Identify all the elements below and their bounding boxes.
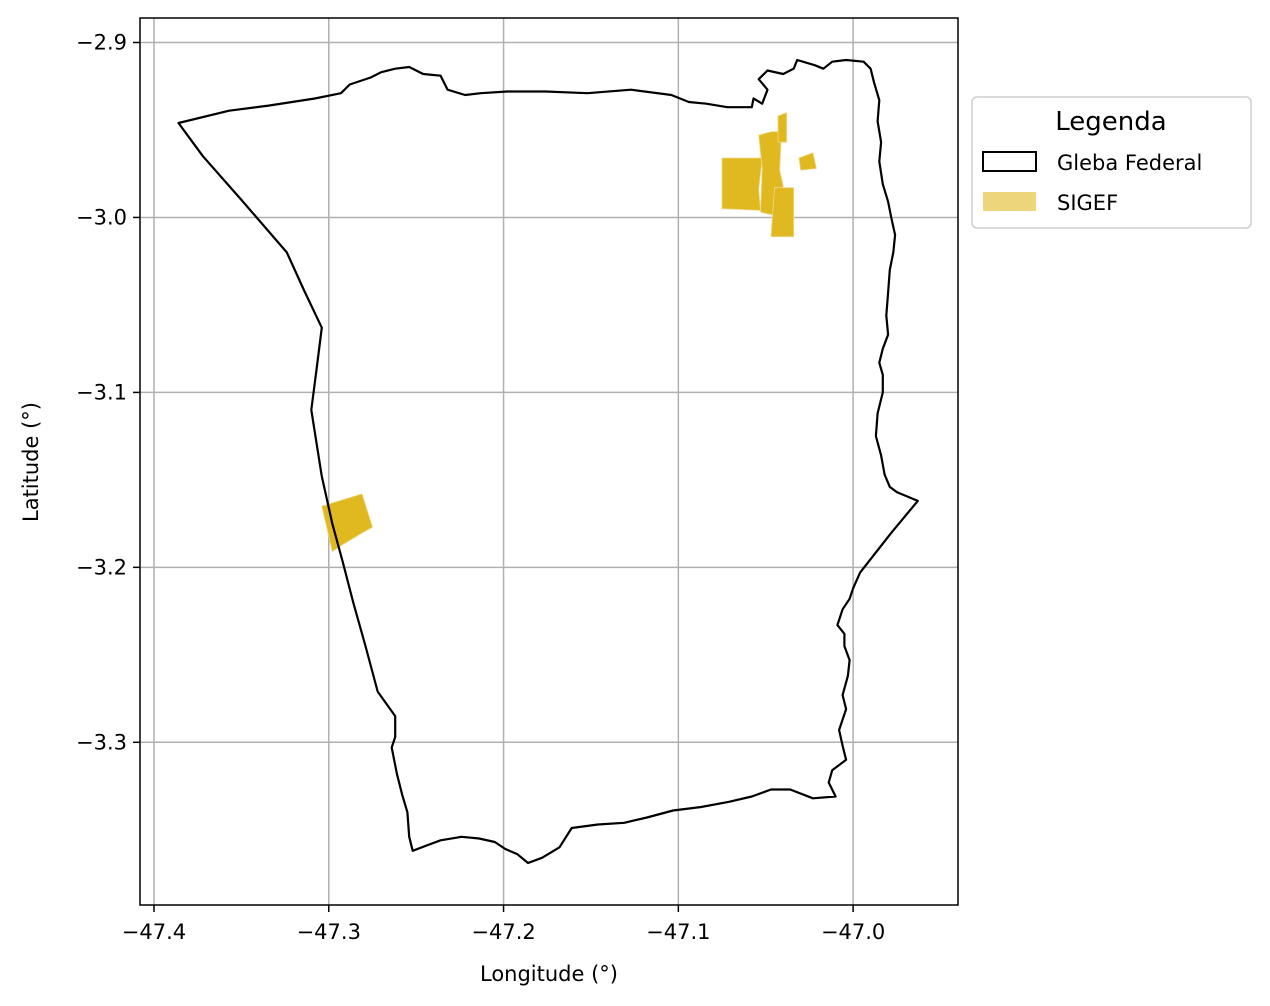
gleba-federal-boundary (177, 58, 919, 865)
sigef-parcel (321, 493, 373, 552)
x-tick-label: −47.1 (646, 920, 710, 944)
y-tick-label: −3.0 (76, 205, 127, 229)
y-tick-label: −2.9 (76, 30, 127, 54)
sigef-parcel (770, 187, 795, 238)
grid-lines (140, 18, 958, 905)
y-axis-label: Latitude (°) (19, 402, 43, 522)
sigef-parcel (721, 157, 763, 211)
legend-swatch-sigef (983, 192, 1036, 211)
legend-title: Legenda (1055, 107, 1166, 137)
sigef-parcel (798, 152, 817, 171)
plot-area-background (140, 18, 958, 905)
y-tick-label: −3.2 (76, 555, 127, 579)
axis-ticks: −47.4 −47.3 −47.2 −47.1 −47.0 −2.9 −3.0 −3.1 −3.… (76, 30, 885, 944)
legend-frame (971, 96, 1252, 229)
x-tick-label: −47.2 (471, 920, 535, 944)
x-axis-label: Longitude (°) (480, 962, 618, 986)
plot-frame (139, 17, 959, 906)
sigef-parcel (777, 112, 788, 143)
legend: Legenda Gleba Federal SIGEF (971, 96, 1252, 229)
legend-label-gleba-federal: Gleba Federal (1057, 151, 1202, 175)
legend-swatch-gleba-federal (982, 151, 1037, 172)
y-tick-label: −3.3 (76, 730, 127, 754)
legend-label-sigef: SIGEF (1057, 191, 1118, 215)
y-tick-label: −3.1 (76, 380, 127, 404)
x-tick-label: −47.0 (821, 920, 885, 944)
map-data (177, 58, 919, 865)
x-tick-label: −47.3 (297, 920, 361, 944)
x-tick-label: −47.4 (122, 920, 186, 944)
